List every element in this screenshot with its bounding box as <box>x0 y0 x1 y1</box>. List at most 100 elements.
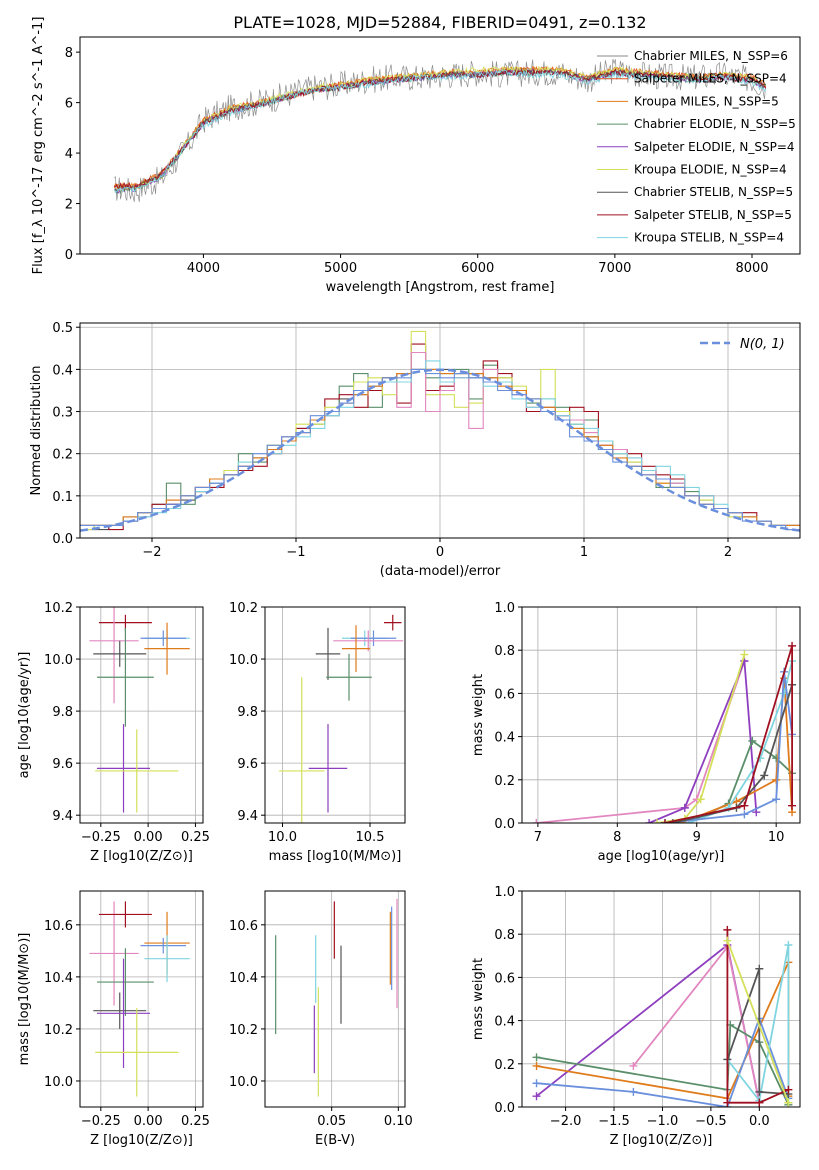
mass-weight-marker <box>740 810 749 819</box>
mass-weight-line <box>726 929 789 1104</box>
mass-weight-line <box>536 660 746 823</box>
plot-area <box>89 901 190 1097</box>
y-tick-label: 0.6 <box>494 687 515 702</box>
panel-mass_weight_vs_age: 7 8 9 10 0.0 0.2 0.4 0.6 0.8 1.0 age [log10(age/yr… <box>471 601 801 864</box>
y-tick-label: 0.4 <box>52 363 73 378</box>
mass-weight-line <box>648 660 758 823</box>
y-tick-label: 1.0 <box>494 885 515 900</box>
x-tick-label: −0.25 <box>81 830 121 845</box>
y-tick-label: 9.6 <box>237 757 258 772</box>
mass-weight-marker <box>532 1053 541 1062</box>
axes-frame <box>79 606 204 824</box>
y-tick-label: 0.2 <box>494 774 515 789</box>
y-tick-label: 9.8 <box>52 705 73 720</box>
x-tick-label: −2.0 <box>550 1114 582 1129</box>
plot-area <box>532 641 797 823</box>
x-axis-label: (data-model)/error <box>380 564 501 579</box>
x-tick-label: −1.5 <box>598 1114 630 1129</box>
mass-weight-marker <box>660 819 669 823</box>
mass-weight-marker <box>532 1079 541 1088</box>
x-tick-label: −0.25 <box>81 1114 121 1129</box>
plot-area <box>113 58 767 202</box>
x-axis-label: Z [log10(Z/Z⊙)] <box>90 1133 193 1148</box>
x-tick-label: 0 <box>436 545 444 560</box>
mass-weight-marker <box>788 641 797 650</box>
x-tick-label: 0.05 <box>317 1114 346 1129</box>
y-tick-label: 10.2 <box>44 601 73 616</box>
mass-weight-marker <box>629 1087 638 1096</box>
mass-weight-marker <box>755 1087 764 1096</box>
histogram-step <box>80 368 800 531</box>
x-tick-label: 10.5 <box>356 830 385 845</box>
x-tick-label: 10.0 <box>268 830 297 845</box>
y-axis-label: age [log10(age/yr)] <box>17 652 32 779</box>
mass-weight-marker <box>740 650 749 659</box>
panel-mass_vs_Z: −0.25 0.00 0.25 10.0 10.2 10.4 10.6 Z [log10(Z/… <box>17 890 210 1148</box>
mass-weight-marker <box>755 1098 764 1107</box>
legend-label: Chabrier MILES, N_SSP=6 <box>634 49 788 63</box>
y-tick-label: 0.8 <box>494 928 515 943</box>
plot-area <box>80 330 800 532</box>
axes-frame <box>79 36 801 255</box>
mass-weight-marker <box>755 964 764 973</box>
y-tick-label: 0 <box>65 248 73 263</box>
x-tick-label: 4000 <box>187 261 220 276</box>
y-axis-label: mass weight <box>471 958 486 1040</box>
legend-label: Kroupa MILES, N_SSP=5 <box>634 94 779 108</box>
legend-label: Chabrier STELIB, N_SSP=5 <box>634 185 793 199</box>
mass-weight-line <box>664 645 793 823</box>
y-tick-label: 10.4 <box>229 971 258 986</box>
y-tick-label: 0.4 <box>494 1015 515 1030</box>
mass-weight-marker <box>680 803 689 812</box>
y-tick-label: 0.1 <box>52 490 73 505</box>
x-tick-label: 0.00 <box>134 1114 163 1129</box>
x-tick-label: 2 <box>724 545 732 560</box>
y-tick-label: 0.4 <box>494 731 515 746</box>
mass-weight-marker <box>772 775 781 784</box>
y-tick-label: 10.0 <box>229 653 258 668</box>
legend-label: Kroupa ELODIE, N_SSP=4 <box>634 163 787 177</box>
y-tick-label: 10.2 <box>229 601 258 616</box>
y-tick-label: 2 <box>65 198 73 213</box>
x-tick-label: 1 <box>580 545 588 560</box>
x-tick-label: 0.10 <box>384 1114 413 1129</box>
x-tick-label: 0.25 <box>181 1114 210 1129</box>
mass-weight-marker <box>784 1085 793 1094</box>
y-axis-label: Flux [f_λ 10^-17 erg cm^-2 s^-1 A^-1] <box>31 17 46 275</box>
spectrum-line <box>114 58 767 202</box>
legend-label: Chabrier ELODIE, N_SSP=5 <box>634 117 796 131</box>
plot-area <box>532 925 793 1107</box>
x-tick-label: 8000 <box>735 261 768 276</box>
mass-weight-marker <box>788 801 797 810</box>
x-tick-label: 0.0 <box>749 1114 770 1129</box>
mass-weight-marker <box>740 801 749 810</box>
y-tick-label: 10.0 <box>229 1075 258 1090</box>
panel-mass_weight_vs_Z: −2.0 −1.5 −1.0 −0.5 0.0 0.0 0.2 0.4 0.6 0.8 1.0 Z [… <box>471 885 801 1148</box>
y-tick-label: 0.2 <box>494 1058 515 1073</box>
mass-weight-marker <box>653 819 662 823</box>
y-tick-label: 10.0 <box>44 653 73 668</box>
mass-weight-marker <box>784 1098 793 1107</box>
axes-frame <box>264 890 406 1108</box>
y-tick-label: 1.0 <box>494 601 515 616</box>
mass-weight-line <box>726 940 790 1104</box>
mass-weight-marker <box>772 795 781 804</box>
mass-weight-marker <box>532 1061 541 1070</box>
legend-label: N(0, 1) <box>740 337 785 352</box>
x-tick-label: −2 <box>142 545 161 560</box>
x-tick-label: 5000 <box>324 261 357 276</box>
y-tick-label: 4 <box>65 147 73 162</box>
x-tick-label: 8 <box>613 830 621 845</box>
y-tick-label: 10.2 <box>229 1023 258 1038</box>
panel-age_vs_Z: −0.25 0.00 0.25 9.4 9.6 9.8 10.0 10.2 Z [log10(Z… <box>17 601 210 864</box>
y-axis-label: mass weight <box>471 674 486 756</box>
y-tick-label: 0.5 <box>52 321 73 336</box>
legend-label: Salpeter MILES, N_SSP=4 <box>634 72 787 86</box>
y-tick-label: 0.0 <box>494 817 515 832</box>
plot-area <box>279 614 404 823</box>
axes-frame <box>79 890 204 1108</box>
y-axis-label: mass [log10(M/M⊙)] <box>17 933 32 1066</box>
y-tick-label: 0.3 <box>52 406 73 421</box>
y-tick-label: 10.6 <box>44 919 73 934</box>
